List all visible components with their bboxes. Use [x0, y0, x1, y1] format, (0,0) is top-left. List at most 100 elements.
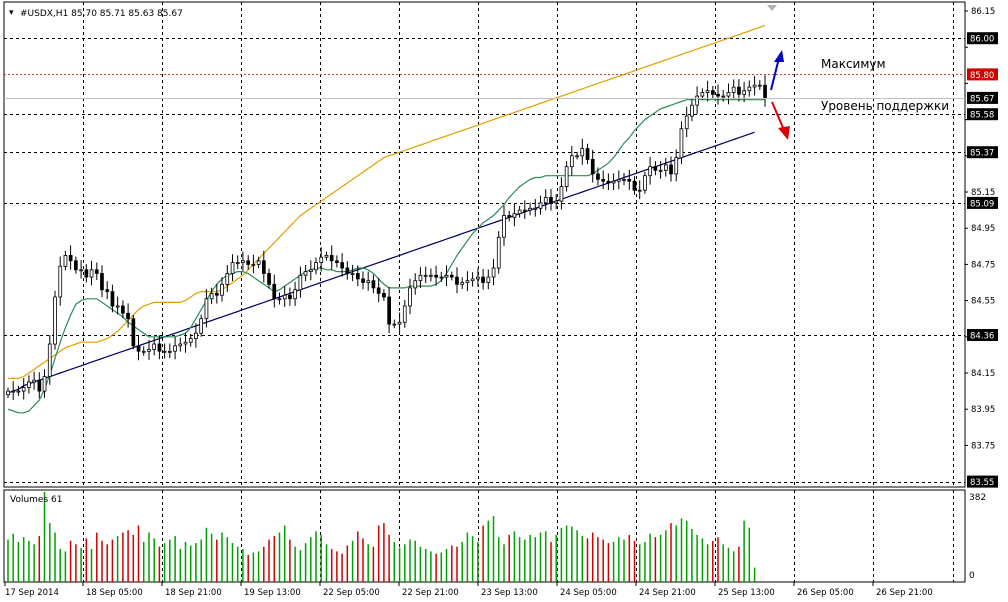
x-tick-label: 22 Sep 05:00 [323, 588, 380, 598]
candle-body [32, 379, 37, 383]
candle-body [523, 209, 527, 212]
candle-body [345, 267, 350, 274]
candle-body [6, 390, 10, 396]
price-marker-box [967, 91, 998, 104]
price-levels [4, 74, 965, 99]
candle-body [303, 271, 308, 276]
candle-body [554, 200, 559, 204]
price-marker-label: 86.00 [970, 35, 994, 45]
price-axis: 86.15 85.15 84.95 84.75 84.55 84.15 83.95 83.75… [965, 7, 998, 488]
down-arrow-icon [771, 101, 790, 140]
candle-body [167, 350, 172, 353]
x-tick-label: 26 Sep 21:00 [876, 588, 933, 598]
candle-body [543, 196, 548, 204]
x-tick-label: 25 Sep 13:00 [718, 588, 775, 598]
ma-slow-line [7, 131, 755, 394]
candle-body [669, 164, 673, 175]
candle-body [528, 207, 532, 211]
candle-body [538, 202, 543, 209]
price-marker-box [967, 32, 998, 45]
volume-ytick-top: 382 [969, 493, 986, 503]
y-tick-label: 85.15 [971, 188, 995, 198]
candle-body [444, 274, 449, 278]
candle-body [235, 262, 240, 265]
candle-body [455, 276, 459, 285]
candle-body [658, 169, 663, 172]
candle-body [115, 305, 120, 308]
candle-body [74, 260, 78, 271]
volume-bars [7, 492, 756, 582]
candle-body [397, 321, 402, 325]
y-tick-label: 83.75 [971, 441, 995, 451]
price-marker-label: 85.58 [970, 111, 994, 121]
chart-title: #USDX,H1 85.70 85.71 85.63 85.67 [20, 9, 183, 19]
candle-body [434, 274, 439, 278]
candle-body [298, 274, 303, 291]
x-tick-label: 24 Sep 21:00 [639, 588, 696, 598]
candle-body [152, 343, 156, 350]
price-marker-label: 83.55 [970, 478, 994, 488]
candle-body [26, 381, 31, 388]
candle-body [596, 173, 600, 180]
candle-body [94, 269, 99, 274]
candle-body [361, 278, 365, 283]
x-tick-label: 17 Sep 2014 [5, 588, 59, 598]
candle-body [622, 178, 626, 181]
candle-body [324, 254, 329, 258]
candle-body [752, 84, 757, 88]
candle-body [679, 128, 684, 159]
candle-body [84, 269, 89, 278]
candle-body [575, 155, 579, 158]
candle-body [293, 289, 298, 300]
candle-body [559, 186, 564, 202]
candle-body [512, 213, 517, 218]
candle-body [194, 332, 198, 340]
candle-body [684, 115, 689, 130]
y-tick-label: 84.15 [971, 369, 995, 379]
candle-body [68, 254, 73, 262]
candle-body [439, 276, 444, 279]
price-marker-box [967, 108, 998, 121]
scroll-marker-icon[interactable] [767, 5, 777, 11]
x-tick-label: 23 Sep 13:00 [481, 588, 538, 598]
candle-body [220, 283, 224, 296]
candle-body [428, 274, 433, 277]
candle-body [366, 280, 371, 283]
x-tick-label: 18 Sep 21:00 [165, 588, 222, 598]
price-marker-label: 85.80 [970, 71, 994, 81]
candle-body [335, 260, 339, 263]
candle-body [246, 260, 250, 265]
candle-body [413, 280, 418, 289]
candle-body [517, 209, 522, 215]
candle-body [340, 262, 345, 269]
candle-body [408, 287, 412, 307]
candle-body [288, 294, 292, 300]
candle-body [690, 104, 694, 117]
candle-body [314, 262, 318, 271]
price-marker-box [967, 196, 998, 209]
candle-body [131, 318, 136, 347]
candle-body [183, 341, 188, 345]
candle-body [711, 90, 715, 95]
ma-mid-line [8, 24, 766, 379]
y-tick-label: 84.55 [971, 297, 995, 307]
time-axis: 17 Sep 2014 18 Sep 05:00 18 Sep 21:00 19 Se… [4, 582, 933, 598]
candle-body [105, 289, 110, 292]
candle-body [564, 166, 569, 187]
candle-body [225, 273, 230, 285]
candle-body [664, 164, 668, 171]
candle-body [643, 175, 647, 191]
candle-body [570, 155, 574, 168]
candle-body [481, 276, 485, 283]
candle-body [648, 166, 653, 177]
candle-body [178, 343, 183, 347]
candle-body [460, 282, 465, 285]
menu-arrow-icon[interactable]: ▾ [9, 8, 14, 18]
candle-body [157, 343, 162, 352]
x-tick-label: 24 Sep 05:00 [560, 588, 617, 598]
candle-body [329, 254, 334, 262]
candle-body [47, 343, 52, 377]
candle-body [465, 280, 470, 283]
